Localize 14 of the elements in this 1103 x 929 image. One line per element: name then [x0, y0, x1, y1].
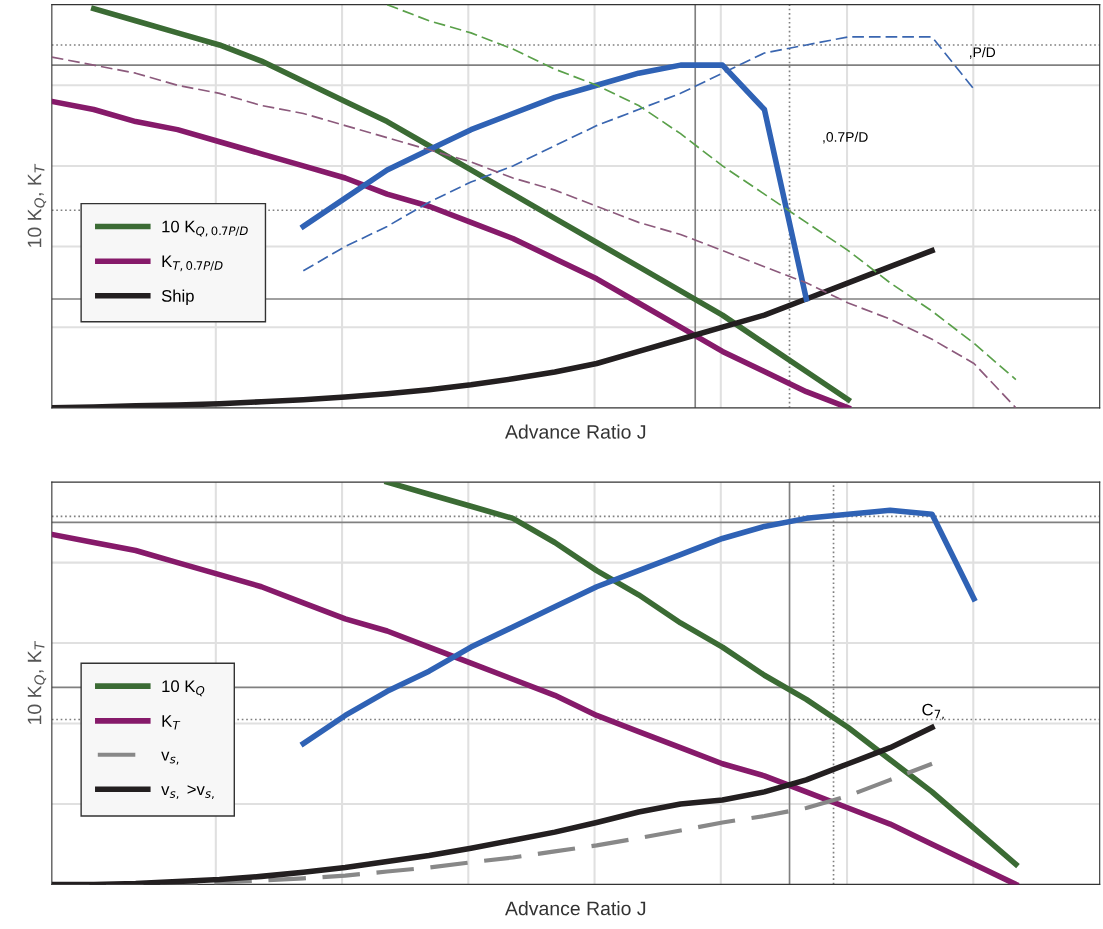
legend-label: v$_{s,}$ [161, 751, 179, 765]
legend-label: 10 K$_{Q}$ [162, 680, 205, 697]
legend-label: 10 K$_{Q,0.7P/D}$ [162, 220, 248, 237]
annotation: ,P/D [969, 46, 996, 59]
annotation: C$_{7,}$ [922, 703, 944, 720]
y-axis-title: 10 K$_{Q}$, K$_{T}$ [27, 640, 47, 724]
y-axis-title: 10 K$_{Q}$, K$_{T}$ [27, 163, 47, 247]
annotation: ,0.7P/D [823, 131, 868, 144]
legend-label: K$_{T,0.7P/D}$ [162, 255, 223, 272]
legend-label: Ship [161, 289, 194, 306]
x-axis-title: Advance Ratio J [505, 424, 646, 439]
legend-label: K$_{T}$ [162, 715, 181, 730]
legend-label: v$_{s,}$ >v$_{s,}$ [161, 785, 214, 800]
x-axis-title: Advance Ratio J [505, 901, 646, 916]
